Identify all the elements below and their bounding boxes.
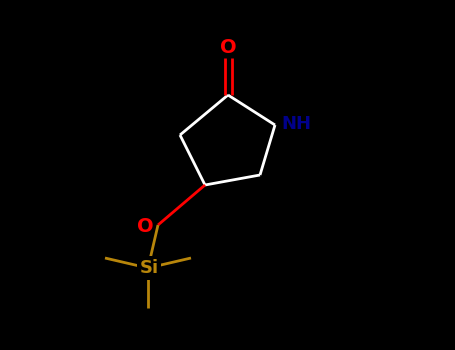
Text: O: O: [220, 38, 236, 57]
Text: NH: NH: [281, 115, 311, 133]
Text: O: O: [137, 217, 154, 236]
Text: Si: Si: [139, 259, 158, 277]
